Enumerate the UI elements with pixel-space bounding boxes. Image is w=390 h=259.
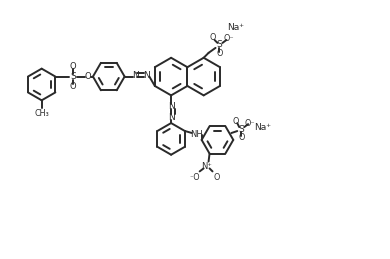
Text: O: O [216, 49, 223, 58]
Text: ⁻O: ⁻O [190, 173, 200, 182]
Text: O: O [213, 173, 220, 182]
Text: S: S [238, 125, 244, 134]
Text: S: S [216, 40, 222, 49]
Text: O: O [209, 33, 216, 42]
Text: O⁻: O⁻ [223, 34, 234, 44]
Text: O: O [85, 72, 91, 81]
Text: O: O [232, 117, 238, 126]
Text: N: N [168, 113, 174, 122]
Text: N⁺: N⁺ [201, 162, 212, 171]
Text: O: O [70, 62, 76, 71]
Text: N: N [143, 71, 150, 80]
Text: O: O [238, 133, 245, 142]
Text: O: O [70, 82, 76, 91]
Text: S: S [70, 72, 76, 81]
Text: CH₃: CH₃ [34, 109, 49, 118]
Text: Na⁺: Na⁺ [227, 23, 244, 32]
Text: N: N [132, 71, 139, 80]
Text: N: N [168, 102, 174, 111]
Text: NH: NH [190, 131, 203, 139]
Text: Na⁺: Na⁺ [255, 123, 271, 132]
Text: O⁻: O⁻ [245, 119, 255, 128]
